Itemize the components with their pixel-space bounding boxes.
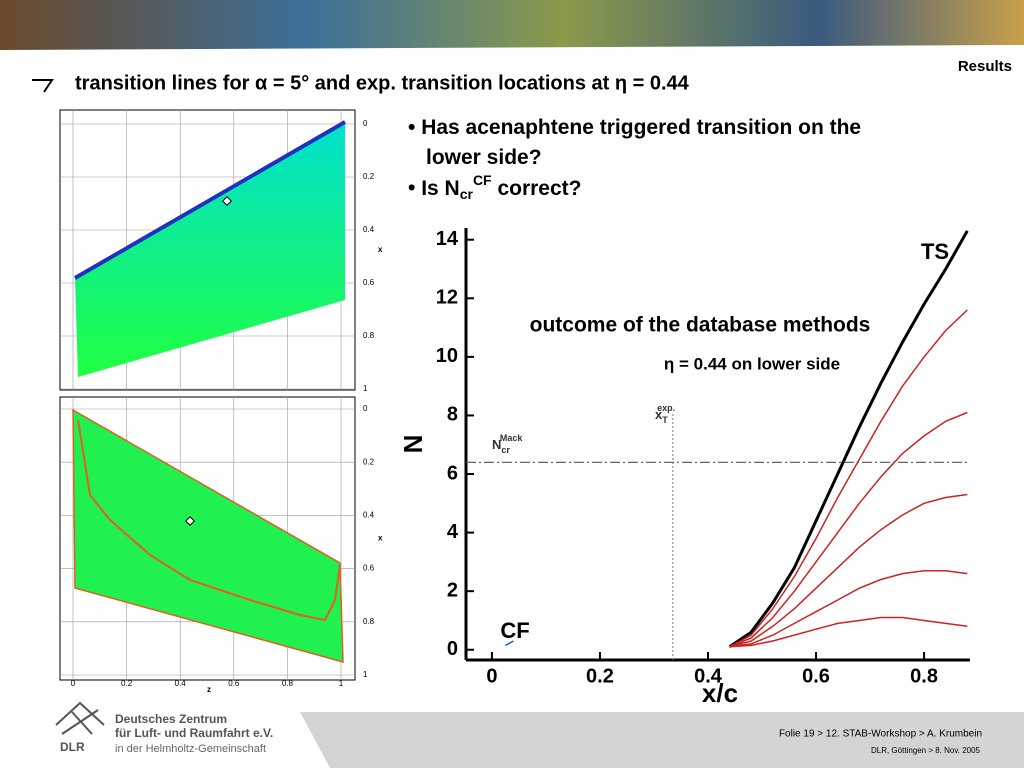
y-tick-label: 0 <box>447 638 458 660</box>
y-axis-label: N <box>398 435 428 454</box>
annotation: η = 0.44 on lower side <box>664 354 840 373</box>
wing-contour <box>72 408 344 663</box>
footer-place: DLR, Göttingen > 8. Nov. 2005 <box>871 746 981 755</box>
text: correct? <box>492 177 582 200</box>
annotation: outcome of the database methods <box>530 314 871 337</box>
bullet-2: • Is NcrCF correct? <box>408 172 581 202</box>
x-tick-label: 0 <box>486 665 497 687</box>
y-tick-label: 1 <box>363 670 368 679</box>
y-tick-label: 0.8 <box>363 331 375 340</box>
label-sup: exp. <box>657 403 675 413</box>
arrow-icon <box>32 79 54 93</box>
marker <box>185 516 195 526</box>
y-tick-label: 8 <box>447 404 458 426</box>
series-line <box>729 493 968 648</box>
sup: CF <box>473 172 492 188</box>
bullet-text: lower side? <box>426 146 542 169</box>
y-tick-label: 6 <box>447 462 458 484</box>
logo: DLR <box>60 740 85 754</box>
x-tick-label: 0.2 <box>586 665 614 687</box>
y-tick-label: 10 <box>436 345 458 367</box>
y-tick-label: 0.4 <box>363 511 375 520</box>
footer-left <box>0 712 330 768</box>
banner-edge <box>0 45 1024 50</box>
footer-band <box>300 712 1024 768</box>
series-line <box>729 616 968 648</box>
y-tick-label: 0.8 <box>363 617 375 626</box>
y-tick-label: 14 <box>436 228 459 250</box>
x-tick-label: 0 <box>71 679 76 688</box>
org: für Luft- und Raumfahrt e.V. <box>115 726 273 740</box>
series-line <box>729 411 968 648</box>
x-tick-label: 0.2 <box>121 679 133 688</box>
y-axis-label: x <box>378 245 383 254</box>
label-sup: Mack <box>500 433 524 443</box>
section: Results <box>958 58 1012 75</box>
bullet-text: Has acenaphtene triggered transition on … <box>421 116 861 139</box>
transition-line <box>77 419 341 622</box>
y-tick-label: 12 <box>436 287 458 309</box>
marker <box>222 196 232 206</box>
banner <box>0 0 1024 50</box>
title: transition lines for α = 5° and exp. tra… <box>75 72 690 94</box>
series-line <box>728 230 969 649</box>
text: Is N <box>421 177 460 200</box>
y-tick-label: 4 <box>447 521 459 543</box>
series-line <box>729 569 968 648</box>
x-tick-label: 0.6 <box>802 665 830 687</box>
y-tick-label: 2 <box>447 579 458 601</box>
y-tick-label: 0 <box>363 119 368 128</box>
annotation: CF <box>500 618 529 643</box>
y-tick-label: 0.2 <box>363 172 375 181</box>
y-tick-label: 0.2 <box>363 457 375 466</box>
series-line <box>505 640 514 647</box>
y-tick-label: 0.6 <box>363 564 375 573</box>
annotation: TS <box>921 239 949 264</box>
leading-edge <box>73 120 347 280</box>
y-tick-label: 0.4 <box>363 225 375 234</box>
label: xTexp. <box>655 403 675 425</box>
x-tick-label: 0.4 <box>175 679 187 688</box>
label-main: x <box>655 407 663 422</box>
x-tick-label: 1 <box>339 679 344 688</box>
label-main: N <box>492 437 501 452</box>
footer-slide: Folie 19 > 12. STAB-Workshop > A. Krumbe… <box>779 729 982 740</box>
y-tick-label: 1 <box>363 384 368 393</box>
logo-mark <box>55 701 105 735</box>
x-tick-label: 0.8 <box>910 665 938 687</box>
y-tick-label: 0.6 <box>363 278 375 287</box>
sub: cr <box>460 186 474 202</box>
x-axis-label: z <box>207 685 211 694</box>
wing-contour <box>75 122 345 377</box>
x-axis-label: x/c <box>702 678 738 708</box>
series-line <box>729 309 968 648</box>
x-tick-label: 0.4 <box>694 665 723 687</box>
bullet-1: • Has acenaphtene triggered transition o… <box>408 116 861 169</box>
y-axis-label: x <box>378 534 383 543</box>
org: Deutsches Zentrum <box>115 712 227 726</box>
y-tick-label: 0 <box>363 404 368 413</box>
x-tick-label: 0.8 <box>282 679 294 688</box>
x-tick-label: 0.6 <box>228 679 240 688</box>
org: in der Helmholtz-Gemeinschaft <box>115 743 266 755</box>
label-sub: cr <box>501 445 510 455</box>
label-sub: T <box>662 415 668 425</box>
label: Ncr Mack <box>492 433 523 455</box>
